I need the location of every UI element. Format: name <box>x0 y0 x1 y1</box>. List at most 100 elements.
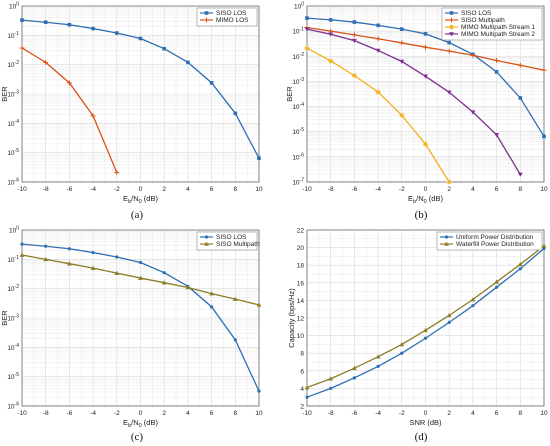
marker-square <box>518 96 523 100</box>
legend-label: SISO LOS <box>216 234 247 241</box>
x-tick-label: -2 <box>399 410 405 417</box>
y-tick-label: 2 <box>300 404 304 411</box>
marker-dot <box>162 271 166 275</box>
x-tick-label: -2 <box>114 410 120 417</box>
marker-triangle <box>470 297 476 302</box>
marker-dot <box>471 304 475 308</box>
marker-triangle <box>446 312 452 318</box>
x-tick-label: 6 <box>210 186 214 193</box>
y-tick-label: 10-1 <box>7 255 19 264</box>
legend-label: Uniform Power Distribution <box>456 234 534 241</box>
marker-triangle <box>256 302 262 307</box>
y-tick-label: 20 <box>297 245 305 252</box>
y-tick-label: 10-7 <box>292 178 304 187</box>
x-tick-label: 2 <box>162 410 166 417</box>
marker-square <box>204 11 209 15</box>
marker-plus <box>470 52 476 58</box>
legend-label: Waterfill Power Distribution <box>456 241 534 248</box>
y-tick-label: 10-1 <box>7 31 19 40</box>
y-axis-label: Capacity (bps/Hz) <box>287 288 296 348</box>
marker-plus <box>19 45 25 51</box>
x-tick-label: -10 <box>17 186 27 193</box>
series-2 <box>19 45 120 176</box>
x-tick-label: 10 <box>255 186 263 193</box>
y-tick-label: 100 <box>294 2 304 11</box>
legend-label: SISO LOS <box>461 10 492 17</box>
marker-triangle <box>161 280 167 285</box>
x-tick-label: 10 <box>540 410 548 417</box>
marker-plus <box>449 17 454 23</box>
x-tick-label: 2 <box>447 410 451 417</box>
series-2 <box>19 252 262 307</box>
x-tick-label: 0 <box>139 410 143 417</box>
marker-dot <box>233 338 237 342</box>
chart-panel-1: -10 -8 -6 -4 -2 0 2 4 6 8 10 10-6 10-5 10-4 10-3 10-2 10… <box>0 2 263 222</box>
marker-dot <box>423 336 428 340</box>
marker-square <box>376 23 380 28</box>
legend-box <box>441 7 543 41</box>
series-3 <box>304 45 452 185</box>
marker-triangle-down <box>328 32 334 37</box>
x-tick-label: -6 <box>67 410 73 417</box>
y-tick-label: 12 <box>297 316 305 323</box>
marker-square <box>91 26 95 31</box>
marker-square <box>209 81 214 85</box>
marker-square <box>115 31 119 35</box>
marker-plus <box>114 170 120 176</box>
x-tick-label: 0 <box>139 186 143 193</box>
marker-triangle <box>43 256 49 262</box>
marker-triangle-down <box>399 59 405 64</box>
marker-square <box>328 18 333 22</box>
x-tick-label: -8 <box>328 186 334 193</box>
y-tick-label: 10-2 <box>292 52 304 61</box>
marker-dot <box>518 267 522 271</box>
marker-triangle-down <box>446 90 452 95</box>
x-tick-label: 8 <box>233 410 237 417</box>
x-tick-label: 4 <box>186 186 190 193</box>
x-tick-label: 6 <box>495 410 499 417</box>
marker-triangle <box>204 241 209 246</box>
marker-dot <box>444 235 449 239</box>
marker-triangle <box>399 342 405 347</box>
x-tick-label: -2 <box>114 186 120 193</box>
marker-triangle-down <box>304 27 310 32</box>
y-tick-label: 8 <box>300 351 304 358</box>
marker-triangle <box>423 327 428 333</box>
x-tick-label: 4 <box>186 410 190 417</box>
x-tick-label: 6 <box>210 410 214 417</box>
marker-triangle-down <box>423 74 428 79</box>
x-tick-label: -10 <box>17 410 27 417</box>
y-axis-label: BER <box>285 86 294 102</box>
x-tick-label: -8 <box>328 410 334 417</box>
x-tick-label: -6 <box>352 186 358 193</box>
x-tick-label: -10 <box>302 410 312 417</box>
chart-panel-4: -10 -8 -6 -4 -2 0 2 4 6 8 10 2 4 6 8 10 12 14 16 18 20 22 SNR … <box>287 228 548 444</box>
legend-label: SISO Multipath <box>461 17 505 24</box>
marker-plus <box>494 57 500 63</box>
y-tick-label: 6 <box>300 368 304 375</box>
marker-square <box>305 16 309 20</box>
marker-triangle-down <box>375 48 381 53</box>
marker-triangle <box>375 354 381 359</box>
panel-label: (a) <box>131 209 144 221</box>
marker-plus <box>375 36 381 42</box>
marker-plus <box>517 62 523 68</box>
marker-dot <box>542 246 546 251</box>
marker-triangle <box>90 265 96 270</box>
grid <box>21 230 260 407</box>
marker-square <box>449 11 454 15</box>
y-tick-label: 16 <box>297 280 305 287</box>
y-axis-label: BER <box>0 86 9 102</box>
marker-star <box>351 73 357 79</box>
x-tick-label: 6 <box>495 186 499 193</box>
marker-triangle <box>494 279 499 284</box>
legend-box <box>436 231 543 251</box>
y-tick-label: 10-4 <box>292 102 304 111</box>
marker-triangle <box>541 243 547 248</box>
x-tick-label: 2 <box>162 186 166 193</box>
marker-square <box>186 60 190 65</box>
axes-frame <box>21 5 260 183</box>
